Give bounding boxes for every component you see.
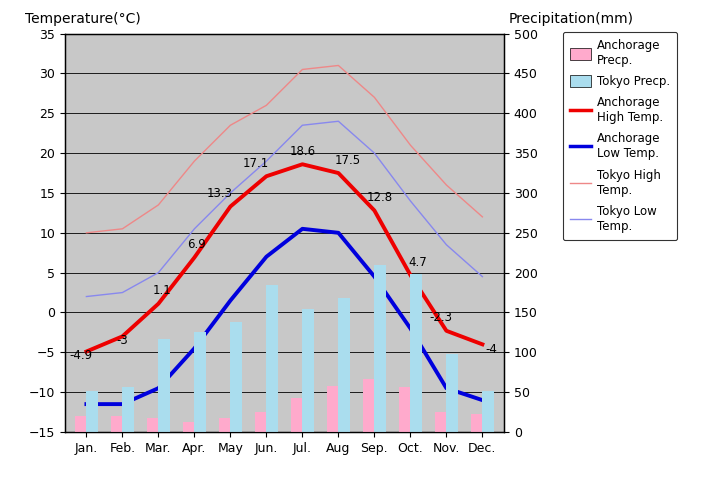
Bar	[435, 412, 446, 432]
Text: 12.8: 12.8	[366, 191, 393, 204]
Text: 6.9: 6.9	[186, 238, 206, 251]
Text: 1.1: 1.1	[153, 284, 171, 297]
Text: -4.9: -4.9	[69, 349, 93, 362]
Bar	[194, 332, 206, 432]
Text: -2.3: -2.3	[430, 312, 452, 324]
Bar	[266, 285, 278, 432]
Bar	[219, 418, 230, 432]
Bar	[338, 298, 350, 432]
Text: -3: -3	[117, 334, 128, 347]
Bar	[302, 309, 314, 432]
Legend: Anchorage
Precp., Tokyo Precp., Anchorage
High Temp., Anchorage
Low Temp., Tokyo: Anchorage Precp., Tokyo Precp., Anchorag…	[562, 32, 677, 240]
Bar	[255, 412, 266, 432]
Bar	[230, 322, 242, 432]
Bar	[410, 274, 422, 432]
Bar	[158, 339, 170, 432]
Text: 18.6: 18.6	[289, 145, 315, 158]
Text: 4.7: 4.7	[408, 256, 427, 269]
Bar	[86, 391, 98, 432]
Bar	[363, 379, 374, 432]
Bar	[327, 386, 338, 432]
Bar	[482, 391, 494, 432]
Bar	[291, 398, 302, 432]
Bar	[75, 416, 86, 432]
Text: 17.5: 17.5	[334, 154, 361, 167]
Bar	[374, 264, 386, 432]
Bar	[399, 387, 410, 432]
Bar	[446, 354, 458, 432]
Bar	[147, 418, 158, 432]
Bar	[122, 387, 134, 432]
Text: Temperature(°C): Temperature(°C)	[25, 12, 141, 25]
Text: -4: -4	[485, 343, 498, 356]
Bar	[111, 416, 122, 432]
Text: 13.3: 13.3	[207, 187, 233, 200]
Text: 17.1: 17.1	[243, 157, 269, 170]
Bar	[183, 422, 194, 432]
Text: Precipitation(mm): Precipitation(mm)	[508, 12, 634, 25]
Bar	[471, 414, 482, 432]
